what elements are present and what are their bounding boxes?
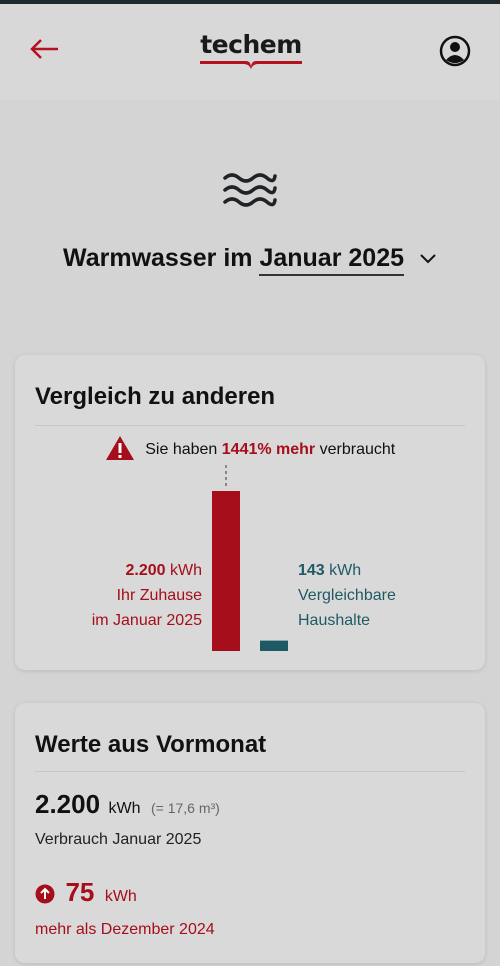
arrow-left-icon <box>30 39 58 59</box>
consumption-label: Verbrauch Januar 2025 <box>35 831 202 848</box>
warning-icon <box>105 436 134 460</box>
comparison-title: Vergleich zu anderen <box>35 383 276 410</box>
home-value: 2.200 <box>125 562 166 579</box>
others-label: 143 kWh Vergleichbare Haushalte <box>298 562 396 629</box>
difference-value: 75 kWh <box>35 877 137 908</box>
comparison-card: Vergleich zu anderen Sie haben 1441% meh… <box>15 355 485 670</box>
month-selector[interactable]: Januar 2025 <box>259 244 404 276</box>
comparison-chart <box>212 465 288 651</box>
techem-logo: techem <box>196 30 306 74</box>
logo-swoosh-icon <box>200 61 302 69</box>
status-strip <box>0 0 500 4</box>
previous-month-card: Werte aus Vormonat 2.200 kWh (= 17,6 m³)… <box>15 703 485 963</box>
user-icon <box>439 35 471 67</box>
chevron-down-icon[interactable] <box>419 253 437 265</box>
difference-label: mehr als Dezember 2024 <box>35 921 215 938</box>
divider <box>35 771 465 772</box>
arrow-up-circle-icon <box>35 884 55 904</box>
app-header: techem <box>0 4 500 100</box>
back-button[interactable] <box>28 34 62 64</box>
bar-others <box>260 640 288 651</box>
home-label: 2.200 kWh Ihr Zuhause im Januar 2025 <box>91 562 202 629</box>
warning-percentage: 1441% mehr <box>221 441 316 459</box>
others-value: 143 <box>298 562 325 579</box>
profile-button[interactable] <box>438 34 472 68</box>
previous-month-title: Werte aus Vormonat <box>35 731 267 758</box>
volume-equivalent: (= 17,6 m³) <box>150 800 220 816</box>
warning-message: Sie haben 1441% mehr verbraucht <box>15 436 485 461</box>
page-title: Warmwasser im Januar 2025 <box>0 244 500 276</box>
divider <box>35 425 465 426</box>
consumption-value: 2.200 kWh (= 17,6 m³) <box>35 789 220 819</box>
bar-home <box>212 491 240 651</box>
title-prefix: Warmwasser im <box>63 244 253 272</box>
water-waves-icon <box>222 170 278 212</box>
